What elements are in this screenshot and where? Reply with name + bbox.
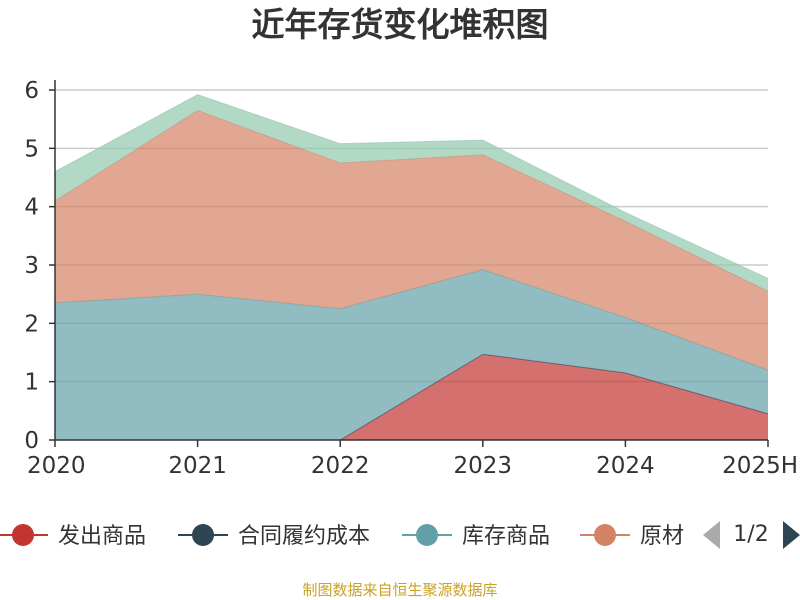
legend-label: 原材 [640,524,684,549]
legend-label: 库存商品 [462,524,550,549]
legend-marker [192,524,214,546]
y-tick-label: 1 [24,370,39,396]
x-tick-label: 2024 [596,453,655,479]
x-tick-label: 2025H [722,453,798,479]
legend-marker [594,524,616,546]
axes: 0 1 2 3 4 5 6 2020 2021 2022 2023 2024 2025H [24,78,798,479]
legend-page-indicator: 1/2 [733,522,768,547]
legend-label: 发出商品 [58,524,146,549]
legend-item[interactable]: 发出商品 [0,524,146,549]
legend-item[interactable]: 库存商品 [402,524,550,549]
legend-marker [416,524,438,546]
x-tick-label: 2022 [311,453,370,479]
legend[interactable]: 发出商品 合同履约成本 库存商品 原材 [0,524,684,549]
x-tick-label: 2021 [168,453,227,479]
area-series-3 [55,269,768,440]
chart-title: 近年存货变化堆积图 [252,5,549,44]
prev-page-icon[interactable] [703,521,720,549]
area-series-5-line [54,94,769,279]
legend-pager: 1/2 [703,521,800,549]
x-tick-label: 2020 [27,453,86,479]
x-tick-label: 2023 [454,453,513,479]
data-source-note: 制图数据来自恒生聚源数据库 [302,581,497,599]
y-tick-label: 2 [24,311,39,337]
next-page-icon[interactable] [783,521,800,549]
y-tick-label: 3 [24,253,39,279]
area-series-4-line [54,109,769,292]
area-series-4 [55,110,768,371]
legend-item[interactable]: 合同履约成本 [178,524,370,549]
y-tick-label: 6 [24,78,39,104]
legend-marker [12,524,34,546]
legend-label: 合同履约成本 [238,524,370,549]
y-tick-label: 0 [24,428,39,454]
legend-item[interactable]: 原材 [580,524,684,549]
plot-areas [54,94,769,441]
y-tick-label: 4 [24,195,39,221]
y-tick-label: 5 [24,136,39,162]
